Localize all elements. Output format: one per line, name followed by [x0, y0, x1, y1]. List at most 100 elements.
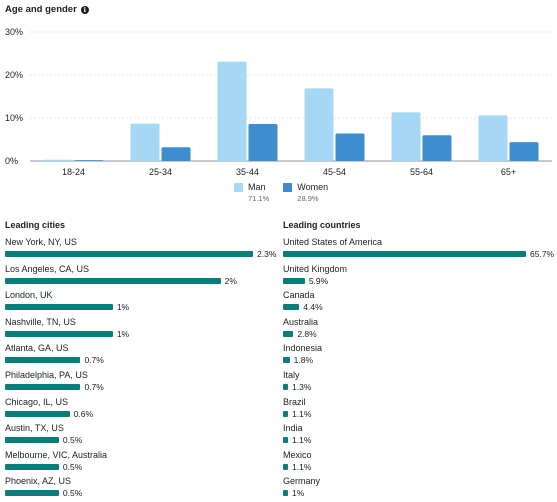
- country-bar: [283, 304, 300, 311]
- city-bar: [5, 304, 113, 311]
- bar-man-35-44[interactable]: [217, 61, 247, 161]
- x-tick-label: 45-54: [323, 167, 346, 177]
- country-row: India 1.1%: [283, 422, 555, 449]
- city-value: 0.6%: [73, 408, 94, 419]
- city-bar: [5, 410, 70, 417]
- x-tick-label: 35-44: [236, 167, 259, 177]
- country-row: Germany 1%: [283, 475, 555, 502]
- city-row: Philadelphia, PA, US 0.7%: [5, 369, 277, 396]
- leading-countries-list: United States of America 65.7% United King…: [283, 236, 555, 502]
- leading-cities-list: New York, NY, US 2.3% Los Angeles, CA, US 2…: [5, 236, 277, 502]
- city-label: Chicago, IL, US: [5, 396, 69, 407]
- country-row: Canada 4.4%: [283, 289, 555, 316]
- city-row: Phoenix, AZ, US 0.5%: [5, 475, 277, 502]
- city-row: Austin, TX, US 0.5%: [5, 422, 277, 449]
- city-value: 0.5%: [62, 488, 83, 499]
- city-bar: [5, 383, 81, 390]
- country-label: Mexico: [283, 449, 312, 460]
- country-bar: [283, 410, 288, 417]
- country-bar: [283, 357, 290, 364]
- bar-man-18-24[interactable]: [43, 159, 73, 161]
- bar-man-65+[interactable]: [478, 115, 508, 161]
- bar-man-55-64[interactable]: [391, 112, 421, 161]
- country-bar: [283, 251, 526, 257]
- city-row: Chicago, IL, US 0.6%: [5, 396, 277, 423]
- city-value: 0.5%: [62, 461, 83, 472]
- x-tick-label: 18-24: [62, 167, 85, 177]
- city-bar: [5, 330, 113, 337]
- country-label: United States of America: [283, 237, 383, 247]
- age-gender-title: Age and gender: [5, 4, 77, 15]
- country-label: Germany: [283, 476, 321, 487]
- city-label: New York, NY, US: [5, 237, 77, 247]
- city-row: London, UK 1%: [5, 289, 277, 316]
- country-label: Brazil: [283, 396, 306, 407]
- city-row: Los Angeles, CA, US 2%: [5, 263, 277, 290]
- city-value: 2%: [224, 275, 237, 286]
- city-value: 0.7%: [84, 381, 104, 392]
- leading-countries-title: Leading countries: [283, 220, 361, 230]
- age-gender-chart: 0% 10% 20% 30% 18-24 25-34 35-44 45-54 55-64 65+: [5, 27, 552, 177]
- city-label: London, UK: [5, 290, 53, 301]
- city-label: Melbourne, VIC, Australia: [5, 449, 108, 460]
- chart-legend: Man 71.1% Women 28.9%: [234, 182, 328, 203]
- city-row: Nashville, TN, US 1%: [5, 316, 277, 343]
- country-bar: [283, 330, 294, 337]
- legend-item-women[interactable]: Women 28.9%: [283, 182, 328, 203]
- country-bar: [283, 490, 288, 497]
- city-label: Atlanta, GA, US: [5, 343, 69, 354]
- city-bar: [5, 251, 253, 257]
- country-label: Italy: [283, 369, 300, 380]
- city-label: Philadelphia, PA, US: [5, 369, 88, 380]
- country-label: United Kingdom: [283, 263, 348, 274]
- country-bar: [283, 383, 288, 390]
- country-value: 65.7%: [530, 249, 555, 259]
- country-bar: [283, 437, 288, 444]
- country-row: Indonesia 1.8%: [283, 342, 555, 369]
- country-value: 1%: [292, 488, 305, 499]
- city-bar: [5, 463, 59, 470]
- legend-item-man[interactable]: Man 71.1%: [234, 182, 269, 203]
- x-tick-label: 25-34: [149, 167, 172, 177]
- bar-women-65+[interactable]: [509, 142, 539, 161]
- city-label: Los Angeles, CA, US: [5, 263, 90, 274]
- country-value: 5.9%: [308, 275, 329, 286]
- city-label: Phoenix, AZ, US: [5, 476, 72, 487]
- country-row: Mexico 1.1%: [283, 449, 555, 476]
- bar-women-55-64[interactable]: [422, 135, 452, 161]
- y-tick-label: 30%: [5, 27, 23, 37]
- y-tick-label: 0%: [5, 156, 18, 166]
- bar-man-25-34[interactable]: [130, 123, 160, 161]
- bar-man-45-54[interactable]: [304, 88, 334, 161]
- country-row: Australia 2.8%: [283, 316, 555, 343]
- bar-women-45-54[interactable]: [335, 133, 365, 161]
- city-bar: [5, 437, 59, 444]
- country-value: 1.8%: [293, 355, 314, 366]
- legend-label-women: Women: [297, 182, 329, 192]
- city-label: Nashville, TN, US: [5, 316, 76, 327]
- bar-women-18-24[interactable]: [74, 160, 104, 161]
- city-row: Atlanta, GA, US 0.7%: [5, 342, 277, 369]
- country-label: Canada: [283, 290, 315, 301]
- legend-pct-women: 28.9%: [297, 194, 319, 203]
- y-tick-label: 10%: [5, 113, 23, 123]
- country-bar: [283, 463, 288, 470]
- x-tick-label: 55-64: [410, 167, 433, 177]
- city-value: 0.5%: [62, 435, 83, 446]
- info-icon[interactable]: i: [80, 5, 89, 14]
- country-row: United Kingdom 5.9%: [283, 263, 555, 290]
- legend-swatch-man: [234, 183, 243, 192]
- country-value: 1.1%: [292, 461, 312, 472]
- country-label: India: [283, 423, 303, 434]
- city-value: 0.7%: [84, 355, 104, 366]
- city-bar: [5, 490, 59, 497]
- country-value: 1.1%: [292, 408, 312, 419]
- bar-women-35-44[interactable]: [248, 124, 278, 161]
- country-value: 4.4%: [303, 302, 323, 313]
- city-label: Austin, TX, US: [5, 423, 64, 434]
- bar-women-25-34[interactable]: [161, 147, 191, 161]
- country-row: United States of America 65.7%: [283, 236, 555, 263]
- leading-cities-title: Leading cities: [5, 220, 66, 230]
- country-value: 2.8%: [297, 328, 317, 339]
- city-row: New York, NY, US 2.3%: [5, 236, 277, 263]
